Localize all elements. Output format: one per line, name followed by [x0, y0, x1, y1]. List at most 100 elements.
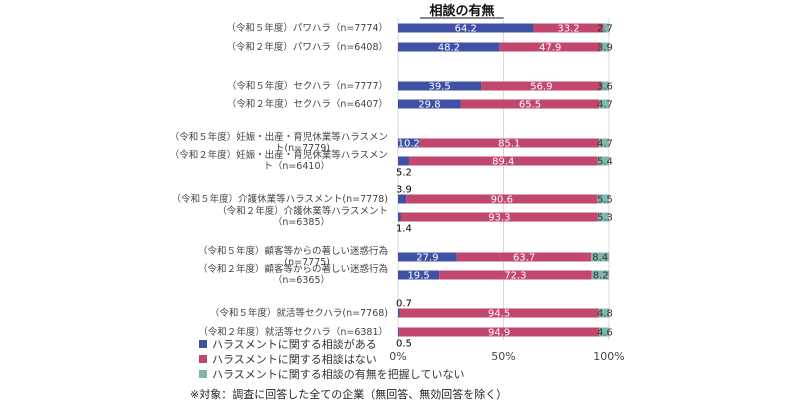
data-label: 93.3	[488, 213, 510, 224]
data-label: 3.9	[597, 43, 613, 54]
data-label: 33.2	[557, 24, 579, 35]
data-label: 64.2	[455, 24, 477, 35]
bar-segment	[597, 194, 609, 204]
data-label: 3.6	[597, 82, 613, 93]
bar-segment	[419, 138, 600, 148]
row-label: （令和５年度）顧客等からの著しい迷惑行為(n=7775)	[198, 245, 388, 268]
chart-title: 相談の有無	[429, 3, 494, 19]
data-label: 0.5	[396, 339, 412, 350]
legend-swatch	[199, 340, 207, 348]
bar-segment	[398, 23, 534, 33]
bar-segment	[399, 308, 599, 318]
data-label: 65.5	[519, 100, 541, 111]
row-label: （令和２年度）パワハラ（n=6408）	[226, 41, 388, 53]
bar-segment	[398, 156, 409, 166]
data-label: 5.4	[597, 157, 613, 168]
bar-segment	[439, 270, 592, 280]
bar-segment	[398, 212, 401, 222]
data-label: 94.5	[488, 309, 510, 320]
row-label: （令和５年度）介護休業等ハラスメント(n=7778)	[172, 193, 388, 205]
legend-label: ハラスメントに関する相談がある	[212, 337, 377, 351]
legend: ハラスメントに関する相談があるハラスメントに関する相談はないハラスメントに関する…	[199, 337, 464, 381]
data-label: 72.3	[504, 271, 526, 282]
bar-segment	[460, 99, 600, 109]
x-tick-label: 50%	[491, 350, 515, 363]
x-axis-ticks: 0% 50% 100%	[389, 350, 624, 363]
data-label: 29.8	[418, 100, 440, 111]
data-label: 5.5	[597, 195, 613, 206]
data-label: 5.3	[597, 213, 613, 224]
bar-segment	[456, 252, 592, 262]
footnote: ※対象：調査に回答した全ての企業（無回答、無効回答を除く）	[190, 387, 507, 401]
legend-swatch	[199, 370, 207, 378]
bar-segment	[599, 327, 609, 337]
data-label: 19.5	[407, 271, 429, 282]
row-labels: （令和５年度）パワハラ（n=7774） （令和２年度）パワハラ（n=6408） （令…	[170, 22, 388, 338]
bar-segment	[398, 252, 457, 262]
data-label: 2.7	[597, 24, 613, 35]
bar-segment	[600, 42, 609, 52]
data-label: 4.6	[597, 328, 613, 339]
grid-lines	[397, 18, 610, 340]
row-label: （令和２年度）就活等セクハラ（n=6381）	[198, 326, 388, 338]
row-label: （令和２年度）顧客等からの著しい迷惑行為（n=6365）	[198, 263, 388, 286]
bar-segment	[599, 99, 609, 109]
data-label: 63.7	[513, 253, 535, 264]
row-label: （令和５年度）パワハラ（n=7774）	[226, 22, 388, 34]
bar-segment	[601, 81, 609, 91]
data-label: 27.9	[416, 253, 438, 264]
row-label: （令和５年度）妊娠・出産・育児休業等ハラスメント(n=7779)	[170, 131, 388, 154]
data-label: 47.9	[539, 43, 561, 54]
bar-segment	[599, 138, 609, 148]
data-label: 94.9	[488, 328, 510, 339]
row-label: （令和２年度）介護休業等ハラスメント（n=6385）	[217, 205, 388, 228]
data-label: 8.4	[592, 253, 608, 264]
bar-segment	[597, 212, 609, 222]
data-label: 10.2	[398, 139, 420, 150]
row-label: （令和２年度）セクハラ（n=6407）	[227, 98, 388, 110]
bar-area: 64.2 33.2 2.7 48.2 47.9 3.9 39.5 56.9 3.6 29.8 65.…	[396, 23, 613, 350]
data-label: 0.7	[396, 299, 412, 310]
data-label: 56.9	[530, 82, 552, 93]
bar-segment	[591, 252, 609, 262]
data-label: 3.9	[396, 185, 412, 196]
data-label: 48.2	[438, 43, 460, 54]
data-label: 8.2	[593, 271, 609, 282]
bar-segment	[398, 194, 407, 204]
bar-segment	[398, 99, 461, 109]
bar-segment	[499, 42, 601, 52]
data-label: 89.4	[492, 157, 514, 168]
data-label: 4.7	[597, 100, 613, 111]
row-label: （令和５年度）就活等セクハラ(n=7768)	[210, 307, 388, 319]
bar-segment	[408, 156, 598, 166]
bar-segment	[591, 270, 609, 280]
data-label: 1.4	[396, 224, 412, 235]
bar-segment	[603, 23, 610, 33]
bar-segment	[398, 308, 400, 318]
x-tick-label: 0%	[389, 350, 406, 363]
bar-segment	[398, 81, 482, 91]
bar-segment	[598, 308, 609, 318]
data-label: 85.1	[498, 139, 520, 150]
bar-segment	[406, 194, 598, 204]
legend-swatch	[199, 355, 207, 363]
row-label: （令和５年度）セクハラ（n=7777）	[227, 80, 388, 92]
data-label: 4.8	[597, 309, 613, 320]
bar-segment	[533, 23, 604, 33]
bar-segment	[597, 156, 609, 166]
legend-label: ハラスメントに関する相談の有無を把握していない	[212, 367, 464, 381]
row-label: （令和２年度）妊娠・出産・育児休業等ハラスメント（n=6410）	[170, 149, 388, 172]
data-label: 90.6	[491, 195, 513, 206]
x-tick-label: 100%	[593, 350, 624, 363]
bar-segment	[481, 81, 602, 91]
bar-segment	[398, 42, 500, 52]
bar-segment	[398, 270, 440, 280]
bar-segment	[398, 327, 400, 337]
data-label: 4.7	[597, 139, 613, 150]
bar-segment	[399, 327, 600, 337]
data-label: 5.2	[396, 168, 412, 179]
data-label: 39.5	[429, 82, 451, 93]
bar-segment	[398, 138, 420, 148]
bar-segment	[400, 212, 598, 222]
